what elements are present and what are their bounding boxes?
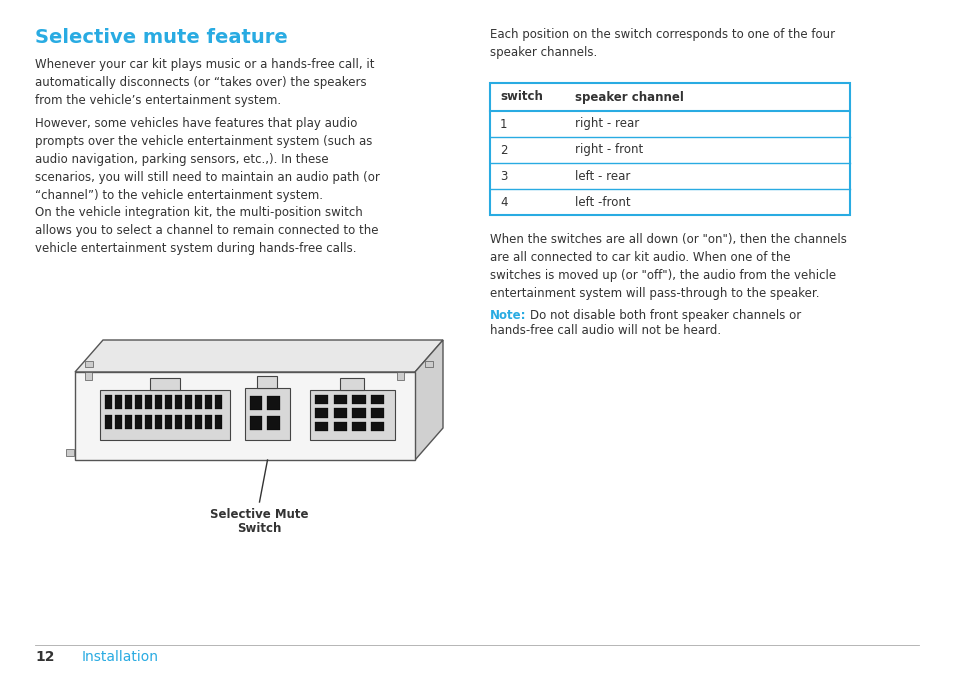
Polygon shape (165, 415, 172, 429)
Text: Whenever your car kit plays music or a hands-free call, it
automatically disconn: Whenever your car kit plays music or a h… (35, 58, 375, 107)
Polygon shape (415, 340, 442, 460)
Polygon shape (145, 415, 152, 429)
Polygon shape (314, 422, 328, 431)
Text: speaker channel: speaker channel (575, 91, 683, 104)
Polygon shape (115, 395, 122, 410)
Polygon shape (371, 422, 384, 431)
Polygon shape (310, 390, 395, 440)
Text: Each position on the switch corresponds to one of the four
speaker channels.: Each position on the switch corresponds … (490, 28, 834, 59)
Text: 12: 12 (35, 650, 54, 664)
Text: 1: 1 (499, 118, 507, 131)
Polygon shape (154, 395, 162, 410)
Polygon shape (135, 415, 142, 429)
Polygon shape (105, 415, 112, 429)
Text: 3: 3 (499, 169, 507, 183)
Text: Selective mute feature: Selective mute feature (35, 28, 288, 47)
Text: Switch: Switch (237, 522, 281, 535)
Polygon shape (352, 408, 365, 418)
Polygon shape (314, 395, 328, 404)
Polygon shape (205, 415, 212, 429)
Polygon shape (371, 395, 384, 404)
Polygon shape (250, 396, 262, 410)
Text: switch: switch (499, 91, 542, 104)
Text: right - front: right - front (575, 144, 642, 156)
Text: Selective Mute: Selective Mute (210, 508, 309, 521)
Polygon shape (185, 415, 192, 429)
Polygon shape (154, 415, 162, 429)
Polygon shape (371, 408, 384, 418)
Polygon shape (165, 395, 172, 410)
Polygon shape (214, 415, 222, 429)
Polygon shape (174, 395, 182, 410)
Polygon shape (185, 395, 192, 410)
Polygon shape (340, 378, 364, 390)
Polygon shape (397, 372, 404, 380)
Polygon shape (334, 408, 347, 418)
Polygon shape (66, 448, 74, 456)
Polygon shape (205, 395, 212, 410)
Text: When the switches are all down (or "on"), then the channels
are all connected to: When the switches are all down (or "on")… (490, 233, 846, 300)
Polygon shape (85, 361, 92, 367)
Polygon shape (194, 395, 202, 410)
Text: Do not disable both front speaker channels or: Do not disable both front speaker channe… (530, 309, 801, 322)
Polygon shape (150, 378, 180, 390)
Polygon shape (334, 395, 347, 404)
Polygon shape (194, 415, 202, 429)
Polygon shape (115, 415, 122, 429)
Polygon shape (100, 390, 230, 440)
Text: On the vehicle integration kit, the multi-position switch
allows you to select a: On the vehicle integration kit, the mult… (35, 206, 378, 255)
Text: left - rear: left - rear (575, 169, 630, 183)
Polygon shape (214, 395, 222, 410)
Polygon shape (86, 372, 92, 380)
Polygon shape (250, 416, 262, 430)
Text: left -front: left -front (575, 196, 630, 209)
Polygon shape (352, 422, 365, 431)
Polygon shape (145, 395, 152, 410)
Polygon shape (352, 395, 365, 404)
Text: 4: 4 (499, 196, 507, 209)
Text: Note:: Note: (490, 309, 526, 322)
Polygon shape (267, 396, 279, 410)
Polygon shape (125, 415, 132, 429)
Polygon shape (75, 372, 415, 460)
Polygon shape (135, 395, 142, 410)
Polygon shape (245, 388, 290, 440)
Polygon shape (424, 361, 433, 367)
Text: However, some vehicles have features that play audio
prompts over the vehicle en: However, some vehicles have features tha… (35, 118, 379, 202)
Polygon shape (75, 340, 442, 372)
Polygon shape (267, 416, 279, 430)
Polygon shape (334, 422, 347, 431)
Polygon shape (174, 415, 182, 429)
Text: hands-free call audio will not be heard.: hands-free call audio will not be heard. (490, 324, 720, 336)
Text: Installation: Installation (82, 650, 159, 664)
Polygon shape (105, 395, 112, 410)
Text: 2: 2 (499, 144, 507, 156)
Polygon shape (314, 408, 328, 418)
Polygon shape (257, 376, 277, 388)
Polygon shape (125, 395, 132, 410)
Text: right - rear: right - rear (575, 118, 639, 131)
